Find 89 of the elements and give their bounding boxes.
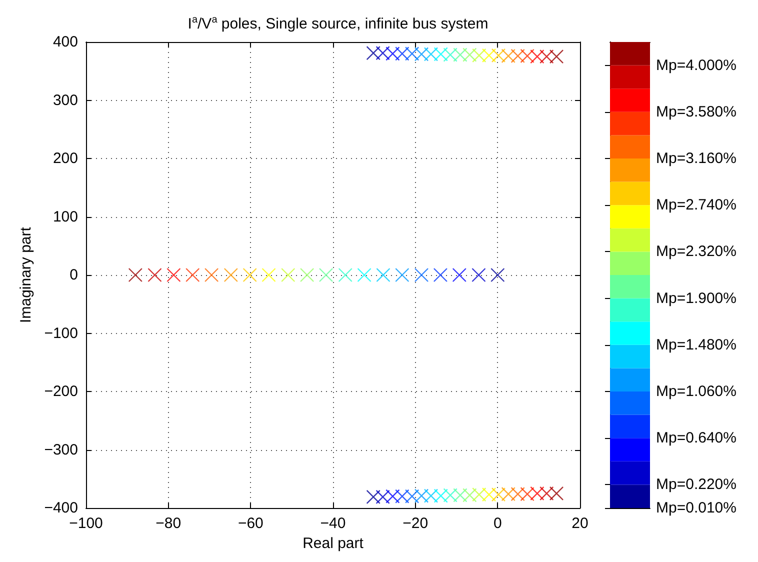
point bbox=[366, 490, 380, 504]
point bbox=[510, 486, 525, 502]
point bbox=[318, 268, 334, 282]
point bbox=[414, 488, 429, 503]
color-bar-label: Mp=1.900% bbox=[656, 290, 736, 307]
point bbox=[338, 268, 352, 282]
y-tick-label: 200 bbox=[52, 150, 78, 167]
point bbox=[491, 48, 506, 62]
color-bar-label: Mp=1.480% bbox=[656, 336, 736, 354]
x-tick-label: −80 bbox=[156, 515, 182, 532]
point bbox=[452, 268, 466, 282]
point bbox=[148, 268, 162, 282]
point bbox=[472, 48, 486, 62]
y-tick-label: 0 bbox=[70, 266, 78, 284]
point bbox=[376, 46, 390, 60]
x-tick-label: −60 bbox=[238, 515, 264, 532]
point bbox=[510, 48, 525, 64]
point bbox=[490, 268, 505, 282]
point bbox=[549, 486, 564, 501]
color-bar-label: Mp=1.060% bbox=[656, 383, 736, 400]
point bbox=[386, 489, 400, 504]
x-tick-label: −20 bbox=[402, 515, 428, 532]
color-bar-label: Mp=3.580% bbox=[656, 103, 736, 120]
y-tick-label: −400 bbox=[44, 500, 78, 516]
x-tick-label: 0 bbox=[493, 515, 502, 532]
point bbox=[386, 46, 400, 61]
point bbox=[376, 268, 390, 282]
point bbox=[501, 48, 516, 64]
point bbox=[540, 49, 554, 64]
point bbox=[482, 488, 496, 502]
point bbox=[186, 268, 200, 282]
point bbox=[443, 48, 458, 62]
point bbox=[204, 268, 219, 282]
point bbox=[453, 488, 468, 502]
x-tick-label: −100 bbox=[69, 515, 103, 532]
x-tick-label: −40 bbox=[320, 515, 346, 532]
point bbox=[224, 268, 238, 282]
y-tick-label: 400 bbox=[52, 34, 78, 50]
point bbox=[530, 486, 544, 501]
point bbox=[462, 488, 477, 502]
point bbox=[262, 268, 276, 282]
color-bar-label: Mp=0.220% bbox=[656, 476, 736, 494]
point bbox=[482, 48, 496, 62]
point bbox=[128, 268, 142, 282]
point bbox=[424, 488, 438, 503]
point bbox=[453, 48, 468, 62]
point bbox=[501, 486, 516, 502]
point bbox=[530, 49, 544, 64]
point bbox=[491, 488, 506, 502]
point bbox=[443, 488, 458, 502]
point bbox=[404, 46, 420, 61]
y-tick-label: 300 bbox=[52, 92, 78, 109]
y-tick-label: −200 bbox=[44, 383, 78, 400]
x-tick-label: 20 bbox=[572, 515, 588, 532]
point bbox=[366, 46, 380, 60]
color-bar-label: Mp=3.160% bbox=[656, 150, 736, 167]
point bbox=[404, 489, 420, 504]
y-tick-label: −300 bbox=[44, 441, 78, 458]
point bbox=[462, 48, 477, 62]
y-tick-label: −100 bbox=[44, 324, 78, 342]
point bbox=[242, 268, 257, 282]
point bbox=[395, 268, 410, 282]
point bbox=[395, 46, 410, 61]
y-tick-label: 100 bbox=[52, 208, 78, 226]
point bbox=[376, 490, 390, 504]
point bbox=[434, 47, 448, 62]
point bbox=[520, 48, 534, 64]
point bbox=[357, 268, 372, 282]
color-bar-label: Mp=2.740% bbox=[656, 196, 736, 214]
color-bar-label: Mp=4.000% bbox=[656, 56, 736, 74]
point bbox=[281, 268, 296, 282]
point bbox=[549, 49, 564, 64]
point bbox=[414, 268, 429, 282]
point bbox=[540, 486, 554, 501]
point bbox=[300, 268, 314, 282]
y-axis-title: Imaginary part bbox=[17, 226, 34, 323]
color-bar-label: Mp=2.320% bbox=[656, 243, 736, 260]
point bbox=[434, 488, 448, 503]
x-axis-title: Real part bbox=[302, 534, 364, 552]
point bbox=[520, 486, 534, 502]
point bbox=[424, 47, 438, 62]
point bbox=[433, 268, 448, 282]
color-bar-label: Mp=0.010% bbox=[656, 500, 736, 516]
point bbox=[414, 47, 429, 62]
point bbox=[166, 268, 181, 282]
point bbox=[472, 488, 486, 502]
point bbox=[395, 489, 410, 504]
point bbox=[472, 268, 486, 282]
color-bar-label: Mp=0.640% bbox=[656, 430, 736, 447]
